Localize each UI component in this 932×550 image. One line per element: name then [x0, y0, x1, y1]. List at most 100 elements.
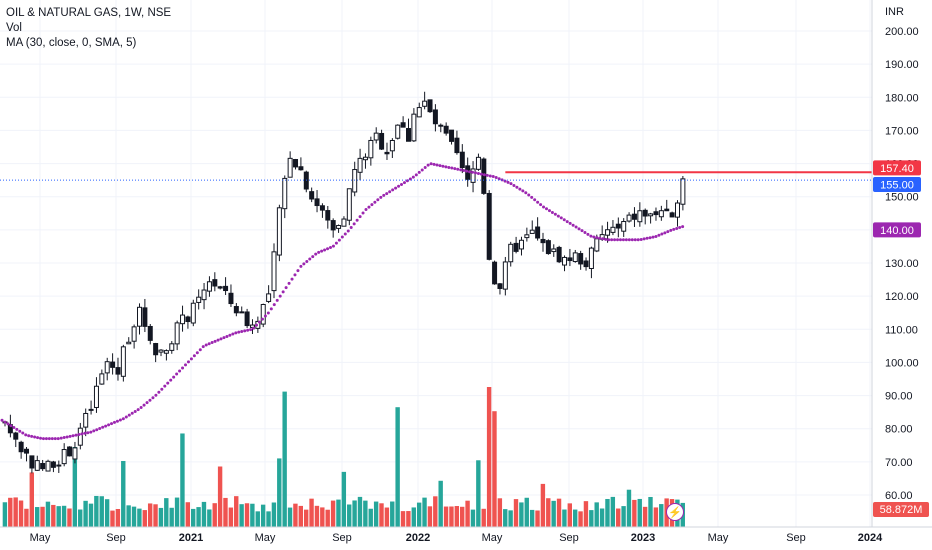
volume-bar — [174, 497, 180, 527]
volume-bar — [476, 460, 481, 527]
ma-point — [86, 431, 90, 435]
volume-bar — [61, 505, 67, 527]
price-tick-label: 170.00 — [885, 125, 919, 137]
volume-bar — [449, 506, 454, 527]
price-tick-label: 190.00 — [885, 59, 919, 71]
ma-point — [36, 436, 40, 440]
ma-point — [358, 215, 362, 219]
candle-body — [416, 107, 422, 118]
ma-point — [290, 277, 294, 281]
ma-point — [326, 247, 330, 251]
ma-point — [394, 186, 398, 190]
ma-point — [488, 174, 492, 178]
candle-body — [680, 178, 686, 205]
ma-point — [195, 351, 199, 355]
ma-point — [160, 387, 164, 391]
candle-body — [389, 139, 395, 152]
ma-point — [334, 241, 338, 245]
volume-bar — [460, 506, 465, 527]
ma-point — [423, 166, 427, 170]
ma-point — [462, 168, 466, 172]
candle-body — [669, 212, 675, 218]
volume-bar — [45, 501, 51, 527]
ma-point — [571, 223, 575, 227]
price-tick-label: 150.00 — [885, 192, 919, 204]
volume-bar — [164, 498, 169, 527]
ma-point — [47, 437, 51, 441]
volume-bar — [562, 509, 567, 527]
ma-point — [169, 378, 173, 382]
ma-point — [601, 237, 605, 241]
ma-point — [222, 336, 226, 340]
ma-point — [633, 238, 637, 242]
ma-point — [645, 236, 649, 240]
volume-bar — [207, 509, 212, 527]
ma-point — [328, 246, 332, 250]
ma-point — [127, 413, 131, 417]
volume-bar — [185, 502, 191, 527]
volume-indicator-label[interactable]: Vol — [6, 22, 22, 34]
ma-point — [471, 170, 475, 174]
time-axis[interactable]: May Sep 2021 May Sep 2022 May Sep 2023 May Sep 2024 — [30, 532, 884, 544]
candle-body — [637, 210, 643, 223]
ma-point — [397, 184, 401, 188]
candle-body — [276, 207, 282, 256]
ma-point — [53, 437, 57, 441]
volume-bar — [626, 489, 632, 527]
volume-bar — [621, 506, 626, 527]
volume-bar — [250, 503, 255, 527]
candle-body — [131, 326, 137, 342]
volume-bar — [433, 496, 438, 527]
time-tick-label: Sep — [559, 532, 579, 544]
ma-point — [565, 220, 569, 224]
ma-point — [630, 238, 634, 242]
ma-point — [476, 172, 480, 176]
candle-body — [438, 124, 444, 127]
ma-point — [426, 163, 430, 167]
price-tick-label: 130.00 — [885, 258, 919, 270]
lightning-icon[interactable]: ⚡ — [666, 503, 684, 521]
candle-body — [287, 157, 293, 178]
ma-point — [101, 425, 105, 429]
volume-bar — [142, 510, 147, 527]
price-tick-label: 60.00 — [885, 490, 913, 502]
ma-point — [479, 172, 483, 176]
candle-body — [180, 314, 186, 325]
ma-point — [524, 191, 528, 195]
candle-body — [427, 99, 433, 113]
ma-point — [210, 341, 214, 345]
volume-bar — [228, 507, 234, 527]
ma-point — [669, 228, 673, 232]
time-tick-label: May — [255, 532, 276, 544]
ma-point — [308, 257, 312, 261]
volume-bar — [212, 503, 217, 527]
ma-point — [27, 434, 31, 438]
ma-point — [115, 419, 119, 423]
ma-point — [198, 348, 202, 352]
candle-body — [368, 139, 374, 159]
ma-point — [456, 167, 460, 171]
ma-point — [118, 418, 122, 422]
candle-body — [648, 213, 654, 217]
ma-price-tag: 140.00 — [873, 222, 921, 238]
ma-point — [213, 339, 217, 343]
last-price-tag: 155.00 — [873, 176, 921, 192]
volume-bar — [508, 510, 513, 527]
candle-body — [169, 343, 175, 351]
price-tick-label: 80.00 — [885, 424, 913, 436]
ma-point — [299, 264, 303, 268]
ma-point — [367, 205, 371, 209]
candlesticks — [2, 91, 686, 474]
volume-bar — [347, 504, 352, 527]
symbol-title[interactable]: OIL & NATURAL GAS, 1W, NSE — [6, 7, 172, 19]
ma-point — [613, 238, 617, 242]
ma-indicator-label[interactable]: MA (30, close, 0, SMA, 5) — [6, 37, 137, 49]
ma-point — [553, 212, 557, 216]
volume-bar — [217, 466, 223, 527]
ma-point — [302, 262, 306, 266]
ma-point — [39, 436, 43, 440]
chart-grid — [0, 0, 872, 527]
candle-body — [562, 256, 568, 266]
ma-point — [610, 238, 614, 242]
